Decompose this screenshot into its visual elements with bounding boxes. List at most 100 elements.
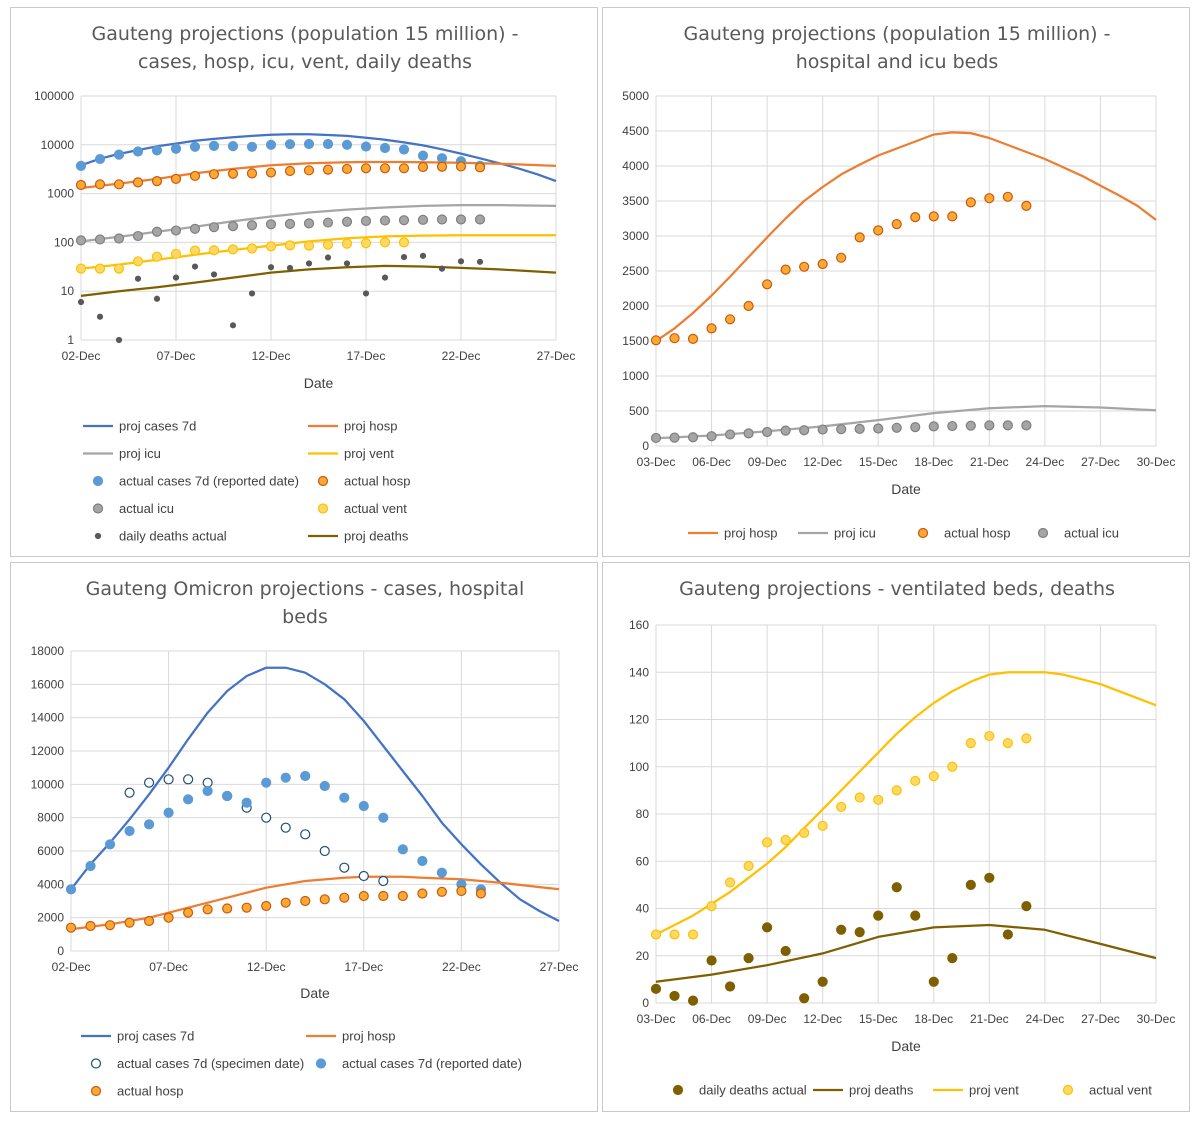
data-point — [455, 161, 467, 172]
data-point — [170, 173, 182, 185]
data-point — [378, 875, 389, 887]
series-line-proj-deaths — [80, 264, 557, 298]
data-point — [94, 179, 106, 190]
legend-item: proj cases 7d — [83, 419, 196, 434]
legend-item: actual hosp — [317, 474, 411, 489]
legend-marker-swatch — [1037, 527, 1049, 539]
legend-label: daily deaths actual — [119, 529, 227, 544]
data-point — [891, 422, 902, 433]
data-point — [208, 245, 220, 256]
y-tick-label: 1500 — [622, 334, 649, 348]
data-point — [241, 902, 252, 913]
data-point — [436, 867, 447, 878]
data-point — [724, 981, 736, 992]
legend: proj cases 7d proj hosp actual cases 7d (s… — [81, 1029, 522, 1099]
data-point — [94, 153, 106, 165]
x-tick-label: 03-Dec — [637, 1012, 676, 1026]
data-point — [358, 800, 369, 812]
data-point — [222, 903, 233, 914]
data-point — [319, 894, 330, 905]
data-point — [706, 955, 717, 966]
legend-item: proj hosp — [308, 419, 397, 434]
data-point — [417, 150, 429, 161]
data-point — [762, 426, 773, 438]
data-point — [400, 253, 408, 261]
data-point — [189, 141, 201, 152]
legend-label: daily deaths actual — [699, 1083, 807, 1098]
chart-4-svg: Gauteng projections - ventilated beds, d… — [629, 578, 1175, 1098]
data-point — [706, 323, 717, 334]
x-tick-label: 07-Dec — [157, 349, 196, 363]
data-point — [417, 161, 429, 173]
data-point — [300, 895, 311, 907]
data-point — [191, 263, 199, 270]
series-points-actual-cases-7d-reported-date- — [75, 138, 486, 171]
legend-label: actual cases 7d (specimen date) — [117, 1056, 304, 1071]
data-point — [910, 422, 921, 433]
legend-label: actual cases 7d (reported date) — [342, 1056, 522, 1071]
data-point — [780, 425, 791, 436]
legend-label: proj hosp — [342, 1029, 395, 1044]
data-point — [706, 431, 717, 442]
series-line-proj-vent — [655, 671, 1157, 936]
legend-item: actual cases 7d (specimen date) — [90, 1056, 304, 1071]
data-point — [1021, 733, 1032, 744]
data-point — [341, 238, 353, 249]
data-point — [687, 432, 699, 443]
data-point — [743, 300, 754, 312]
x-tick-label: 12-Dec — [803, 1012, 842, 1026]
data-point — [322, 164, 334, 175]
data-point — [854, 232, 865, 243]
data-point — [65, 884, 77, 895]
x-tick-label: 03-Dec — [637, 455, 676, 469]
x-axis-label: Date — [891, 481, 921, 497]
data-point — [246, 168, 258, 179]
data-point — [1021, 200, 1032, 211]
chart-2-svg: Gauteng projections (population 15 milli… — [622, 23, 1175, 541]
y-tick-label: 500 — [629, 404, 649, 418]
data-point — [319, 845, 330, 857]
data-point — [873, 423, 884, 434]
data-point — [170, 225, 182, 236]
legend-label: actual vent — [1089, 1083, 1152, 1098]
legend-label: proj deaths — [849, 1083, 914, 1098]
chart-title: Gauteng projections - ventilated beds, d… — [679, 578, 1115, 600]
legend-item: proj deaths — [308, 529, 409, 544]
data-point — [984, 872, 995, 883]
data-point — [208, 222, 220, 233]
data-point — [947, 761, 958, 772]
data-point — [248, 290, 256, 297]
data-point — [124, 917, 135, 928]
y-tick-label: 5000 — [622, 89, 649, 103]
data-point — [267, 264, 275, 271]
data-point — [1021, 420, 1032, 431]
data-point — [1021, 901, 1032, 912]
legend-label: actual hosp — [344, 474, 411, 489]
legend-label: actual hosp — [117, 1084, 184, 1099]
data-point — [151, 251, 163, 262]
y-tick-label: 20 — [636, 949, 650, 963]
y-tick-label: 100000 — [34, 89, 74, 103]
legend-marker-swatch — [90, 1058, 102, 1069]
legend-label: actual icu — [1064, 526, 1119, 541]
legend-item: proj icu — [798, 526, 876, 541]
data-point — [261, 900, 272, 912]
x-tick-label: 21-Dec — [970, 455, 1009, 469]
x-tick-label: 18-Dec — [914, 1012, 953, 1026]
series-points-actual-hosp — [650, 191, 1032, 346]
data-point — [438, 265, 446, 272]
y-tick-label: 40 — [636, 902, 650, 916]
data-point — [143, 819, 155, 830]
data-point — [762, 279, 773, 290]
data-point — [124, 787, 135, 798]
data-point — [836, 424, 847, 435]
data-point — [397, 844, 408, 855]
legend: proj cases 7d proj hosp proj icu proj vent a… — [83, 419, 411, 544]
data-point — [984, 420, 995, 431]
data-point — [210, 271, 218, 278]
x-tick-label: 02-Dec — [62, 349, 101, 363]
y-tick-label: 1000 — [47, 187, 74, 201]
legend-item: actual hosp — [90, 1084, 184, 1099]
data-point — [799, 425, 810, 436]
data-point — [476, 258, 484, 265]
